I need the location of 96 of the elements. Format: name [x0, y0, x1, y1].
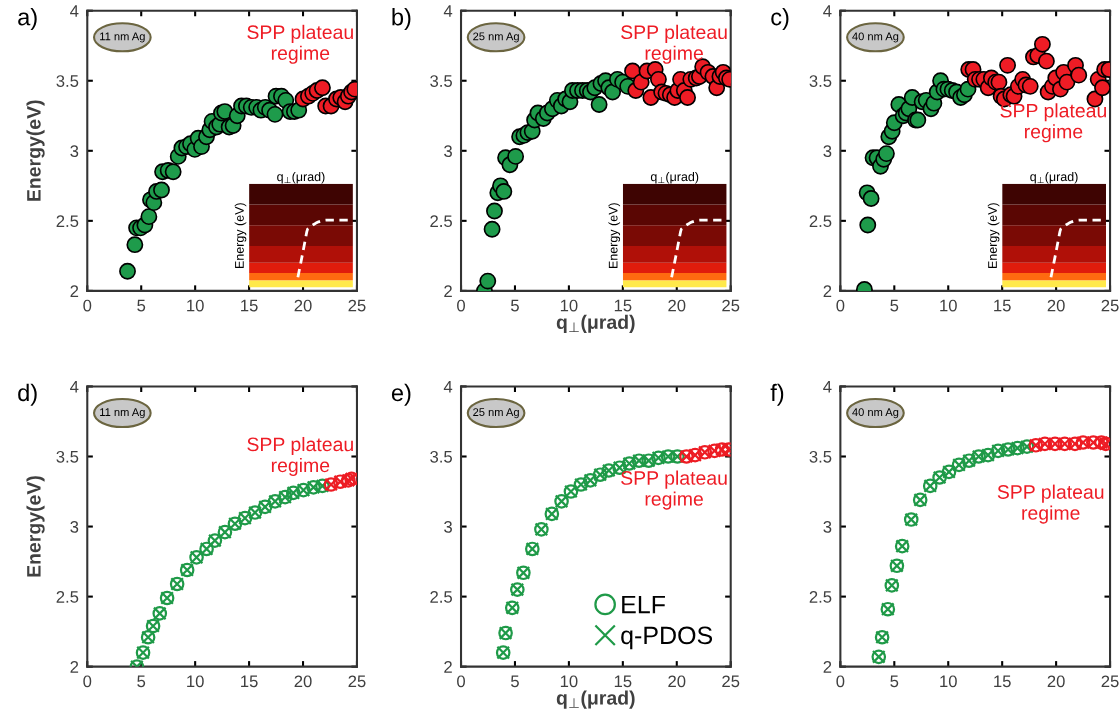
x-tick-label: 0: [83, 675, 92, 688]
y-tick-label: 3: [70, 520, 79, 533]
annotation: 40 nm Ag: [852, 32, 899, 43]
x-tick-label: 0: [836, 299, 845, 312]
x-tick-label: 25: [348, 299, 366, 312]
x-tick-label: 20: [668, 675, 686, 688]
annotation: q$_{⊥}$(μrad): [1030, 171, 1078, 184]
chart-title: d): [18, 383, 37, 406]
x-tick-label: 20: [294, 675, 312, 688]
y-tick-label: 3.5: [430, 75, 452, 87]
y-axis-title: Energy(eV): [26, 476, 45, 577]
y-tick-label: 3.5: [809, 75, 832, 87]
y-tick-label: 3: [823, 145, 832, 157]
x-tick-label: 5: [511, 675, 519, 688]
y-tick-label: 4: [443, 5, 453, 17]
y-tick-label: 3: [444, 520, 452, 533]
y-tick-label: 2.5: [56, 591, 79, 603]
legend-label: ELF: [622, 595, 665, 614]
x-tick-label: 5: [137, 675, 146, 688]
y-tick-label: 4: [70, 381, 79, 393]
x-tick-label: 25: [722, 299, 740, 312]
y-tick-label: 2: [70, 661, 79, 673]
y-tick-label: 2: [444, 661, 452, 673]
y-tick-label: 2.5: [809, 591, 832, 603]
annotation: Energy (eV): [987, 203, 1000, 269]
x-tick-label: 0: [83, 299, 92, 312]
y-axis-title: Energy(eV): [26, 100, 45, 201]
annotation: Energy (eV): [608, 203, 621, 269]
chart-title: c): [771, 8, 789, 31]
annotation: 11 nm Ag: [100, 408, 145, 419]
y-tick-label: 3.5: [56, 75, 79, 87]
y-tick-label: 3: [444, 145, 452, 157]
chart-title: e): [391, 383, 411, 406]
x-tick-label: 0: [836, 675, 845, 688]
y-tick-label: 2.5: [809, 215, 832, 228]
legend-label: q-PDOS: [621, 626, 713, 650]
x-tick-label: 20: [668, 299, 686, 312]
x-tick-label: 10: [187, 299, 204, 312]
y-tick-label: 2: [444, 285, 452, 297]
y-tick-label: 3: [70, 145, 79, 157]
y-tick-label: 3.5: [430, 450, 452, 463]
x-tick-label: 20: [1047, 299, 1065, 312]
x-tick-label: 0: [457, 675, 466, 688]
annotation: SPP plateau regime: [1000, 103, 1107, 143]
y-tick-label: 4: [443, 381, 453, 393]
x-tick-label: 25: [722, 675, 740, 688]
annotation: q$_{⊥}$(μrad): [277, 171, 325, 184]
y-tick-label: 4: [823, 381, 832, 393]
x-tick-label: 10: [560, 299, 578, 312]
x-tick-label: 15: [614, 675, 632, 688]
x-axis-title: q$_{⊥}$(μrad): [556, 314, 635, 333]
y-tick-label: 3: [823, 520, 832, 533]
annotation: SPP plateau regime: [621, 470, 727, 510]
y-tick-label: 2.5: [430, 591, 452, 603]
annotation: 11 nm Ag: [100, 32, 145, 43]
y-tick-label: 3.5: [809, 450, 832, 463]
annotation: 25 nm Ag: [473, 32, 519, 43]
x-tick-label: 10: [560, 675, 578, 688]
x-tick-label: 10: [940, 675, 957, 688]
x-tick-label: 15: [241, 675, 258, 688]
x-axis-title: q$_{⊥}$(μrad): [556, 690, 635, 709]
annotation: 25 nm Ag: [473, 408, 519, 419]
x-tick-label: 15: [241, 299, 258, 312]
y-tick-label: 2.5: [430, 215, 452, 228]
x-tick-label: 5: [890, 299, 899, 312]
x-tick-label: 15: [994, 299, 1011, 312]
x-tick-label: 5: [511, 299, 519, 312]
x-tick-label: 25: [1101, 675, 1119, 688]
x-tick-label: 15: [614, 299, 632, 312]
y-tick-label: 3.5: [56, 450, 79, 463]
annotation: SPP plateau regime: [247, 436, 353, 477]
chart-title: f): [770, 383, 784, 406]
x-tick-label: 25: [1101, 299, 1119, 312]
x-tick-label: 25: [348, 675, 366, 688]
annotation: q$_{⊥}$(μrad): [650, 171, 699, 184]
annotation: SPP plateau regime: [997, 484, 1104, 524]
x-tick-label: 5: [890, 675, 899, 688]
annotation: 40 nm Ag: [852, 408, 899, 419]
x-tick-label: 5: [137, 299, 146, 312]
y-tick-label: 2: [823, 661, 832, 673]
x-tick-label: 15: [994, 675, 1011, 688]
y-tick-label: 2: [823, 285, 832, 297]
x-tick-label: 20: [294, 299, 312, 312]
y-tick-label: 2.5: [56, 215, 79, 228]
y-tick-label: 4: [70, 5, 79, 17]
chart-title: b): [392, 8, 411, 31]
y-tick-label: 2: [70, 285, 79, 297]
chart-title: a): [18, 8, 37, 31]
annotation: SPP plateau regime: [621, 24, 727, 64]
x-tick-label: 0: [457, 299, 466, 312]
x-tick-label: 10: [940, 299, 957, 312]
y-tick-label: 4: [823, 5, 832, 17]
x-tick-label: 10: [187, 675, 204, 688]
annotation: Energy (eV): [234, 203, 247, 269]
annotation: SPP plateau regime: [247, 24, 353, 64]
x-tick-label: 20: [1047, 675, 1065, 688]
